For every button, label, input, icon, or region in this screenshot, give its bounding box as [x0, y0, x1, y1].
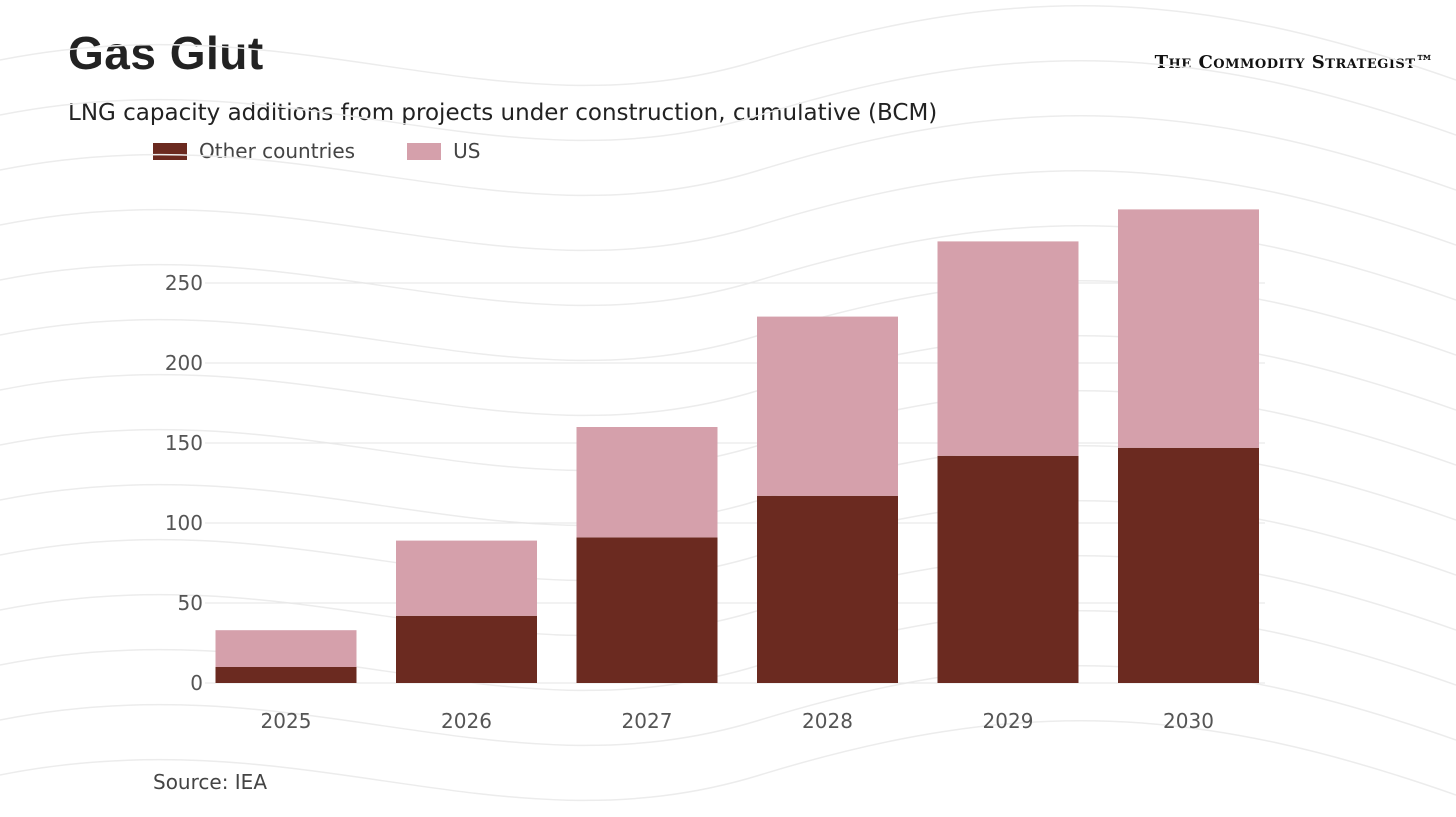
- bar-other-2026: [396, 615, 537, 683]
- x-tick-label: 2026: [441, 709, 492, 733]
- chart-subtitle: LNG capacity additions from projects und…: [68, 100, 938, 126]
- chart-title: Gas Glut: [68, 27, 264, 79]
- bar-other-2028: [757, 495, 898, 683]
- y-tick-label: 100: [165, 511, 203, 535]
- x-tick-label: 2028: [802, 709, 853, 733]
- y-tick-label: 150: [165, 431, 203, 455]
- source-note: Source: IEA: [153, 770, 268, 794]
- legend-label-us: US: [453, 139, 481, 163]
- bar-us-2027: [576, 427, 718, 538]
- bar-us-2030: [1118, 209, 1259, 448]
- legend: Other countries US: [153, 139, 480, 163]
- legend-label-other: Other countries: [199, 139, 356, 163]
- y-tick-label: 50: [178, 591, 203, 615]
- bar-us-2026: [396, 540, 537, 616]
- bar-other-2029: [937, 455, 1079, 683]
- bar-other-2027: [576, 537, 718, 683]
- legend-swatch-us: [407, 142, 442, 160]
- brand-logo: The Commodity Strategist™: [1154, 52, 1434, 73]
- legend-item-other: Other countries: [153, 139, 355, 163]
- y-tick-label: 250: [165, 271, 203, 295]
- x-tick-label: 2029: [983, 709, 1034, 733]
- y-tick-label: 200: [165, 351, 203, 375]
- x-tick-label: 2030: [1163, 709, 1214, 733]
- bar-other-2025: [215, 667, 357, 683]
- bar-us-2028: [757, 316, 898, 496]
- y-tick-label: 0: [190, 671, 203, 695]
- bar-us-2029: [937, 241, 1079, 456]
- x-tick-label: 2025: [261, 709, 312, 733]
- bar-other-2030: [1118, 447, 1259, 683]
- x-tick-label: 2027: [622, 709, 673, 733]
- legend-item-us: US: [407, 139, 480, 163]
- bar-us-2025: [215, 630, 357, 667]
